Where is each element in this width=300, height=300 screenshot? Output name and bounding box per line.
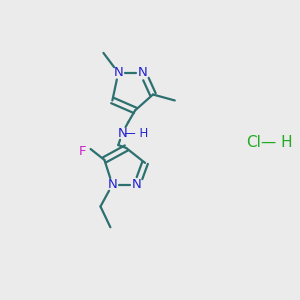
Text: N: N xyxy=(117,127,127,140)
Text: — H: — H xyxy=(261,135,292,150)
Text: — H: — H xyxy=(124,127,148,140)
Text: N: N xyxy=(132,178,142,191)
Text: F: F xyxy=(79,146,86,158)
Text: N: N xyxy=(113,66,123,79)
Text: N: N xyxy=(138,66,148,79)
Text: N: N xyxy=(107,178,117,191)
Text: Cl: Cl xyxy=(247,135,262,150)
